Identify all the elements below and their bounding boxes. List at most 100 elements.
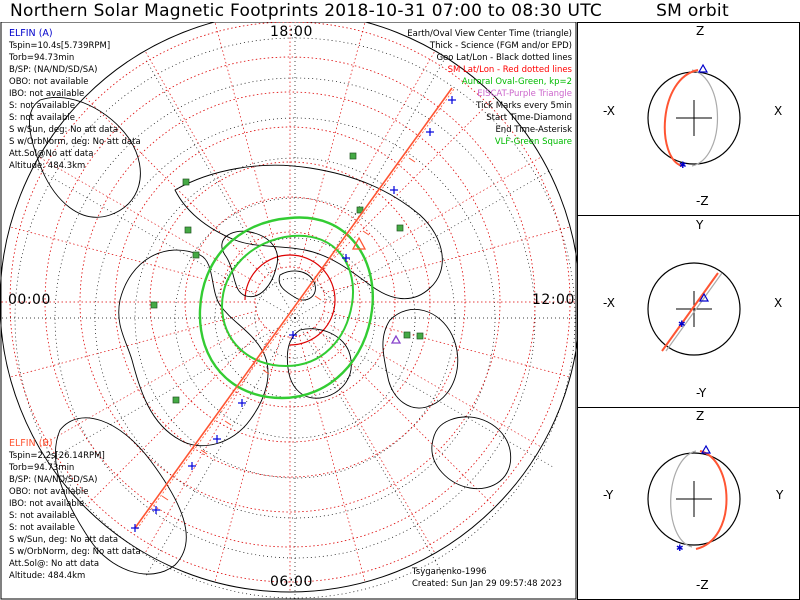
orbit-start-marker (700, 444, 712, 454)
mlt-label-bottom: 06:00 (270, 574, 313, 590)
info-line: Torb=94.73min (9, 463, 75, 473)
sm-lat-circle (44, 56, 536, 548)
sm-meridian (314, 96, 496, 278)
info-line: S w/Sun, deg: No att data (9, 535, 119, 545)
elfin-track-dotted (136, 88, 455, 530)
info-line: Altitude: 484.4km (9, 571, 86, 581)
sm-meridian (214, 335, 282, 583)
plot-title: Northern Solar Magnetic Footprints 2018-… (10, 1, 603, 21)
info-line: B/SP: (NA/ND/SD/SA) (9, 65, 98, 75)
auroral-oval-poleward (220, 234, 354, 368)
panel1-right-label: X (774, 104, 783, 118)
panel1-left-label: -X (603, 104, 615, 118)
sm-meridian (214, 22, 282, 269)
orbit-start-marker (697, 63, 709, 73)
sm-meridian (323, 226, 571, 294)
info-line: Tspin=2.2s[26.14RPM] (9, 451, 105, 461)
elfin-b-name: ELFIN (B) (9, 438, 53, 449)
panel2-left-label: -X (603, 296, 615, 310)
vlf-stations (150, 152, 424, 404)
panel1-top-label: Z (696, 24, 705, 38)
view-center-triangle (351, 236, 367, 250)
track-minor-tick (200, 449, 208, 455)
info-line: OBO: not available (9, 77, 89, 87)
map-frame (0, 22, 577, 600)
elfin-a-name: ELFIN (A) (9, 28, 53, 39)
panel3-right-label: Y (776, 488, 784, 502)
vlf-station-marker (172, 396, 180, 404)
info-line: S: not available (9, 523, 75, 533)
track-minor-tick (262, 369, 270, 375)
sm-meridian (144, 332, 273, 554)
sm-latlon-grid (0, 22, 577, 593)
landmass-outline (118, 249, 269, 447)
elfin-b-info: ELFIN (B) Tspin=2.2s[26.14RPM] Torb=94.73… (9, 438, 141, 582)
satellite-track (131, 87, 456, 532)
auroral-oval-equatorward (198, 216, 374, 400)
mlt-label-left: 00:00 (8, 292, 51, 308)
orbit-start-marker (698, 292, 710, 302)
elfin-b-lines: Tspin=2.2s[26.14RPM] Torb=94.73min B/SP: (… (9, 450, 141, 582)
orbit-track (695, 450, 728, 550)
info-line: Att.Sol@: No att data (9, 559, 100, 569)
legend-entry: Start Time-Diamond (486, 113, 572, 123)
orbit-track (661, 272, 719, 352)
legend-entry: End Time-Asterisk (495, 125, 572, 135)
info-line: OBO: not available (9, 487, 89, 497)
info-line: Torb=94.73min (9, 53, 75, 63)
legend-entry: Tick Marks every 5min (476, 101, 572, 111)
panel3-top-label: Z (696, 409, 705, 423)
elfin-a-lines: Tspin=10.4s[5.739RPM] Torb=94.73min B/SP: … (9, 40, 141, 172)
elfin-a-info: ELFIN (A) Tspin=10.4s[5.739RPM] Torb=94.7… (9, 28, 141, 172)
track-minor-tick (362, 230, 370, 236)
orbit-end-marker: ✱ (678, 320, 686, 330)
elfin-track-line (134, 87, 453, 529)
track-minor-tick (314, 295, 322, 301)
eiscat-triangle (390, 334, 402, 344)
vlf-station-marker (356, 206, 364, 214)
auroral-oval (198, 216, 374, 400)
sm-meridian (323, 310, 571, 378)
legend-entry: EISCAT-Purple Triangle (477, 89, 572, 99)
created-date: Created: Sun Jan 29 09:57:48 2023 (412, 579, 562, 589)
mlt-label-right: 12:00 (532, 292, 575, 308)
legend-entry: Thick - Science (FGM and/or EPD) (429, 41, 572, 51)
info-line: B/SP: (NA/ND/SD/SA) (9, 475, 98, 485)
sm-meridian (314, 326, 496, 508)
info-line: Altitude: 484.3km (9, 161, 86, 171)
sm-meridian (9, 226, 257, 294)
vlf-station-marker (396, 224, 404, 232)
earth-circle (647, 262, 741, 356)
sm-meridian (84, 326, 266, 508)
geo-latlon-grid (0, 22, 577, 600)
orbit-end-marker: ✱ (679, 161, 687, 171)
sm-lat-circle (79, 91, 501, 513)
sm-lat-circle (184, 196, 396, 408)
orbit-ellipse-back (691, 69, 718, 167)
orbit-end-marker: ✱ (676, 544, 684, 554)
panel2-top-label: Y (696, 218, 704, 232)
vlf-station-marker (349, 152, 357, 160)
sm-meridian (298, 22, 366, 269)
legend-entry: SM Lat/Lon - Red dotted lines (447, 65, 572, 75)
track-minor-tick (161, 495, 169, 501)
panel1-bottom-label: -Z (696, 194, 709, 208)
info-line: S: not available (9, 113, 75, 123)
geo-meridian (144, 317, 296, 578)
sm-orbit-plots: ✱ ✱ ✱ (647, 63, 741, 554)
sm-meridian (307, 50, 436, 272)
panel3-left-label: -Y (603, 488, 614, 502)
info-line: IBO: not available (9, 499, 85, 509)
outer-boundary (0, 22, 577, 593)
info-line: S: not available (9, 101, 75, 111)
vlf-station-marker (182, 178, 190, 186)
sm-meridian (144, 50, 273, 272)
info-line: S w/Sun, deg: No att data (9, 125, 119, 135)
landmass-outline (174, 164, 443, 300)
info-line: S: not available (9, 511, 75, 521)
landmass-outline (431, 416, 512, 490)
sm-meridian (320, 319, 542, 448)
vlf-station-marker (416, 332, 424, 340)
orbit-title: SM orbit (656, 1, 729, 21)
